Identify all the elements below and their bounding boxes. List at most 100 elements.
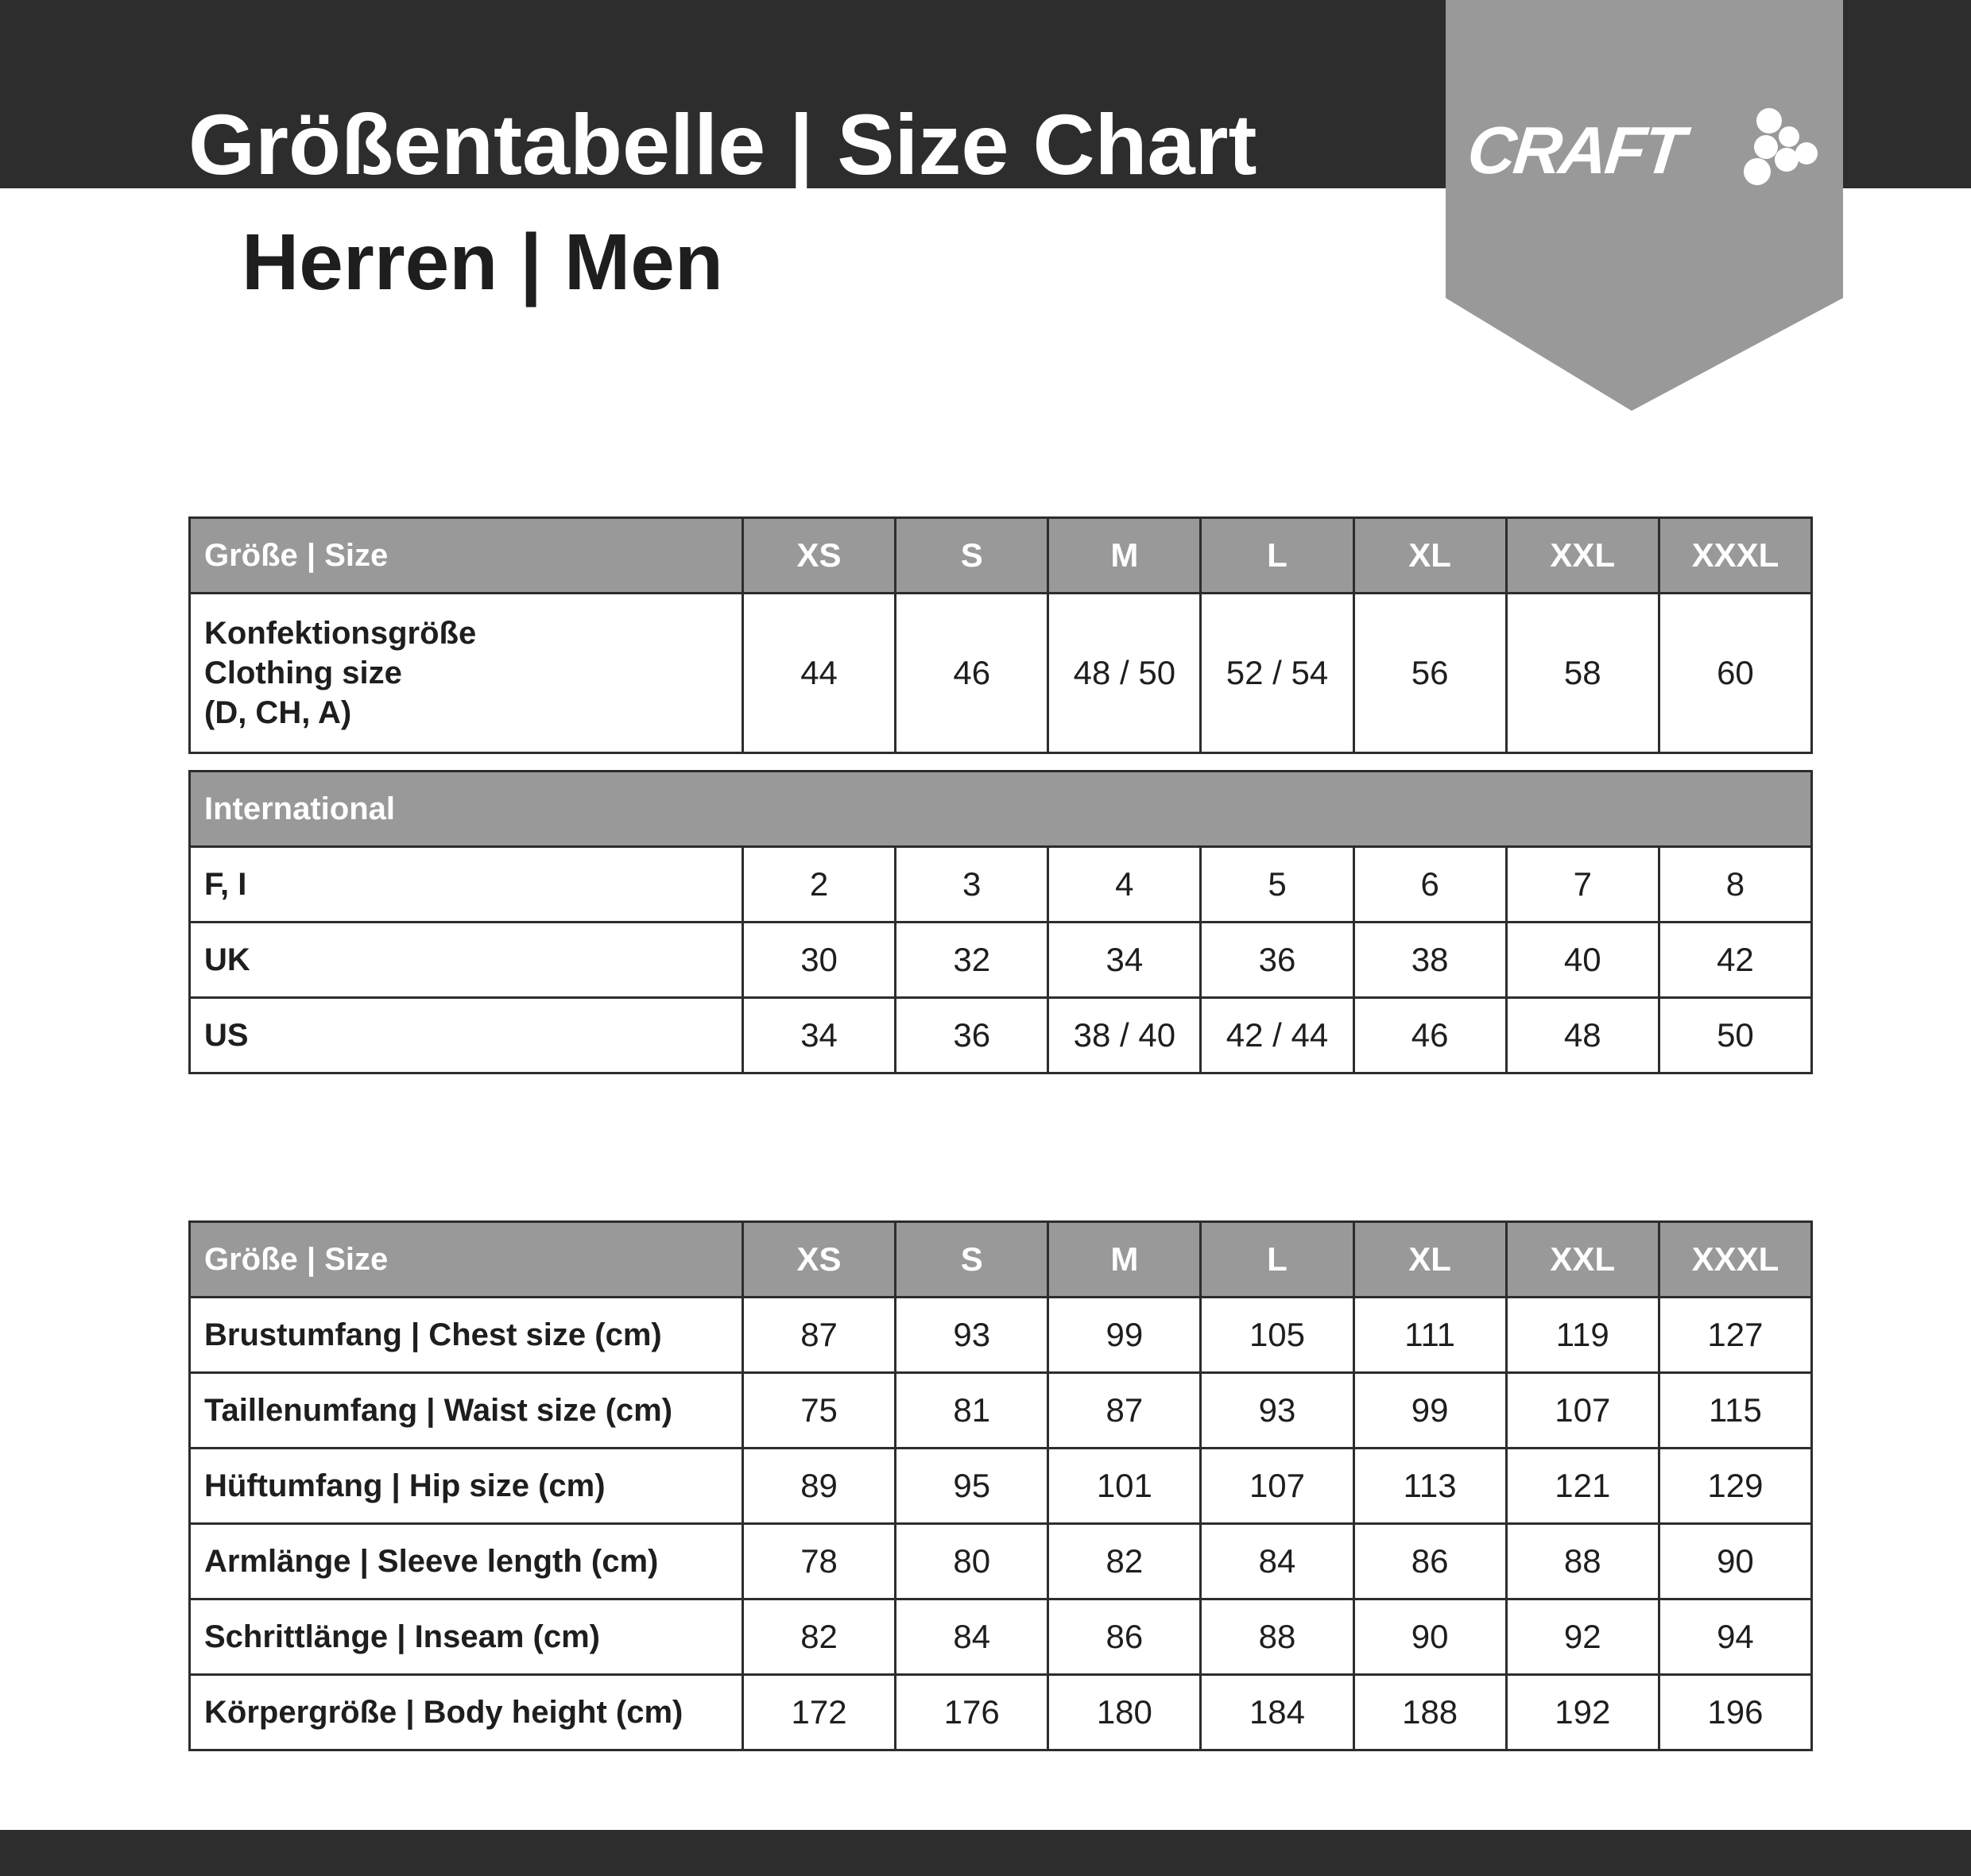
size-header: XXXL — [1657, 1220, 1814, 1298]
cell: 107 — [1504, 1371, 1660, 1449]
cell: 42 / 44 — [1199, 996, 1355, 1074]
cell: 115 — [1657, 1371, 1814, 1449]
cell: 84 — [894, 1598, 1050, 1676]
page-subtitle: Herren | Men — [242, 218, 723, 307]
size-header: XL — [1352, 1220, 1508, 1298]
cell: 93 — [894, 1296, 1050, 1374]
cell: 90 — [1352, 1598, 1508, 1676]
row-label: Konfektionsgröße Clothing size (D, CH, A… — [188, 592, 744, 754]
cell: 42 — [1657, 921, 1814, 999]
clothing-size-table: Größe | Size XS S M L XL XXL XXXL Konfek… — [188, 516, 1814, 754]
craft-dots-icon — [1744, 108, 1818, 185]
size-header: M — [1047, 516, 1202, 594]
table-header-row: Größe | Size XS S M L XL XXL XXXL — [188, 1220, 1814, 1298]
cell: 38 — [1352, 921, 1508, 999]
cell: 86 — [1352, 1522, 1508, 1600]
bottom-bar — [0, 1830, 1971, 1876]
cell: 101 — [1047, 1447, 1202, 1525]
craft-logo-banner: CRAFT — [1446, 0, 1843, 411]
table-row: Hüftumfang | Hip size (cm) 89 95 101 107 113 1… — [188, 1447, 1814, 1525]
cell: 127 — [1657, 1296, 1814, 1374]
row-label: Brustumfang | Chest size (cm) — [188, 1296, 744, 1374]
header-label: Größe | Size — [188, 516, 744, 594]
cell: 2 — [741, 845, 897, 923]
cell: 89 — [741, 1447, 897, 1525]
label-line: Konfektionsgröße — [204, 616, 477, 651]
cell: 95 — [894, 1447, 1050, 1525]
cell: 75 — [741, 1371, 897, 1449]
cell: 92 — [1504, 1598, 1660, 1676]
cell: 180 — [1047, 1673, 1202, 1751]
cell: 36 — [894, 996, 1050, 1074]
cell: 5 — [1199, 845, 1355, 923]
table-row: Konfektionsgröße Clothing size (D, CH, A… — [188, 592, 1814, 754]
cell: 46 — [894, 592, 1050, 754]
row-label: Körpergröße | Body height (cm) — [188, 1673, 744, 1751]
row-label: Schrittlänge | Inseam (cm) — [188, 1598, 744, 1676]
cell: 121 — [1504, 1447, 1660, 1525]
cell: 105 — [1199, 1296, 1355, 1374]
cell: 87 — [741, 1296, 897, 1374]
cell: 30 — [741, 921, 897, 999]
cell: 4 — [1047, 845, 1202, 923]
cell: 78 — [741, 1522, 897, 1600]
cell: 7 — [1504, 845, 1660, 923]
cell: 34 — [1047, 921, 1202, 999]
cell: 129 — [1657, 1447, 1814, 1525]
svg-text:CRAFT: CRAFT — [1464, 113, 1694, 188]
size-header: S — [894, 1220, 1050, 1298]
table-row: UK 30 32 34 36 38 40 42 — [188, 921, 1814, 999]
cell: 8 — [1657, 845, 1814, 923]
cell: 82 — [1047, 1522, 1202, 1600]
page-title: Größentabelle | Size Chart — [188, 96, 1257, 192]
cell: 90 — [1657, 1522, 1814, 1600]
size-header: XXL — [1504, 516, 1660, 594]
table-header-row: Größe | Size XS S M L XL XXL XXXL — [188, 516, 1814, 594]
table-row: US 34 36 38 / 40 42 / 44 46 48 50 — [188, 996, 1814, 1074]
cell: 93 — [1199, 1371, 1355, 1449]
cell: 52 / 54 — [1199, 592, 1355, 754]
table-row: Schrittlänge | Inseam (cm) 82 84 86 88 90 92 94 — [188, 1598, 1814, 1676]
row-label: F, I — [188, 845, 744, 923]
header-label: Größe | Size — [188, 1220, 744, 1298]
cell: 87 — [1047, 1371, 1202, 1449]
row-label: Hüftumfang | Hip size (cm) — [188, 1447, 744, 1525]
size-header: S — [894, 516, 1050, 594]
cell: 113 — [1352, 1447, 1508, 1525]
cell: 6 — [1352, 845, 1508, 923]
cell: 34 — [741, 996, 897, 1074]
cell: 56 — [1352, 592, 1508, 754]
row-label: Armlänge | Sleeve length (cm) — [188, 1522, 744, 1600]
row-label: UK — [188, 921, 744, 999]
cell: 172 — [741, 1673, 897, 1751]
cell: 88 — [1199, 1598, 1355, 1676]
cell: 32 — [894, 921, 1050, 999]
cell: 38 / 40 — [1047, 996, 1202, 1074]
cell: 111 — [1352, 1296, 1508, 1374]
row-label: Taillenumfang | Waist size (cm) — [188, 1371, 744, 1449]
cell: 119 — [1504, 1296, 1660, 1374]
cell: 60 — [1657, 592, 1814, 754]
cell: 84 — [1199, 1522, 1355, 1600]
cell: 99 — [1352, 1371, 1508, 1449]
cell: 196 — [1657, 1673, 1814, 1751]
cell: 188 — [1352, 1673, 1508, 1751]
cell: 44 — [741, 592, 897, 754]
row-label: US — [188, 996, 744, 1074]
cell: 3 — [894, 845, 1050, 923]
table-row: Armlänge | Sleeve length (cm) 78 80 82 84 86 8… — [188, 1522, 1814, 1600]
cell: 94 — [1657, 1598, 1814, 1676]
size-header: XL — [1352, 516, 1508, 594]
cell: 184 — [1199, 1673, 1355, 1751]
cell: 88 — [1504, 1522, 1660, 1600]
cell: 48 — [1504, 996, 1660, 1074]
cell: 82 — [741, 1598, 897, 1676]
size-header: M — [1047, 1220, 1202, 1298]
body-measurements-table: Größe | Size XS S M L XL XXL XXXL Brustu… — [188, 1220, 1814, 1751]
cell: 107 — [1199, 1447, 1355, 1525]
label-line: Clothing size — [204, 656, 402, 690]
cell: 50 — [1657, 996, 1814, 1074]
size-header: XXXL — [1657, 516, 1814, 594]
cell: 80 — [894, 1522, 1050, 1600]
